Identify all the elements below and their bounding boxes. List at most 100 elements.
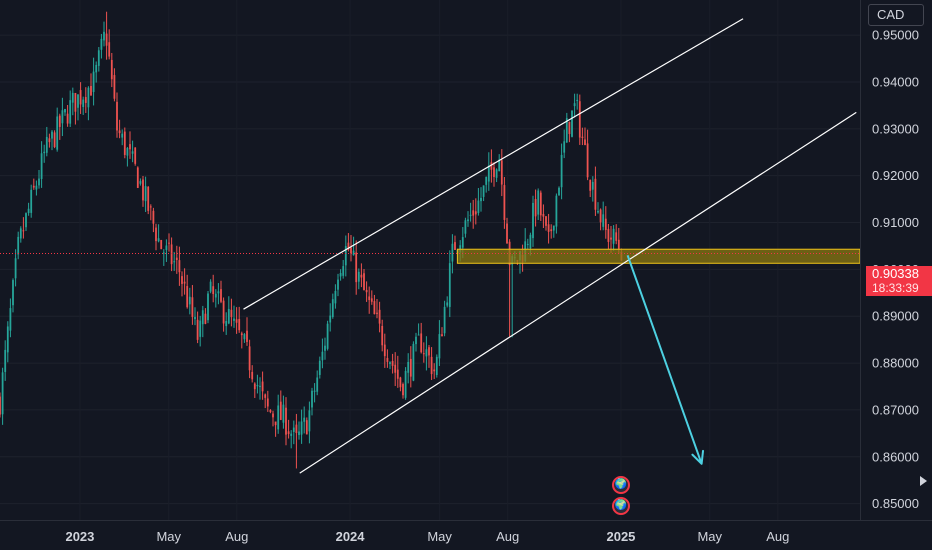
candle-body <box>48 138 51 143</box>
candle-body <box>227 308 230 324</box>
candle-body <box>292 427 295 432</box>
candle-body <box>108 42 111 57</box>
candle-body <box>220 289 222 302</box>
candle-body <box>129 144 131 150</box>
candle-body <box>303 417 306 422</box>
candle-body <box>495 169 498 178</box>
time-tick-label: May <box>156 529 181 544</box>
candle-body <box>87 87 90 108</box>
candle-body <box>240 333 243 336</box>
candle-body <box>399 377 402 388</box>
candle-body <box>56 116 59 150</box>
candle-body <box>0 396 1 415</box>
candle-body <box>529 234 532 249</box>
candle-body <box>147 186 150 211</box>
candle-body <box>350 247 352 254</box>
candle-body <box>214 293 217 298</box>
globe-icon[interactable]: 🌍 <box>611 475 630 494</box>
candle-body <box>160 239 163 250</box>
candle-body <box>139 181 142 184</box>
candle-body <box>422 353 425 355</box>
time-axis[interactable]: 2023 May Aug 2024 May Aug 2025 May Aug <box>0 520 932 545</box>
time-tick-label: Aug <box>225 529 248 544</box>
candle-body <box>287 431 290 435</box>
candle-body <box>316 377 319 392</box>
candle-body <box>594 178 597 210</box>
price-tick-label: 0.91000 <box>872 215 919 230</box>
arrow-right-icon[interactable] <box>920 476 927 486</box>
candle-body <box>357 271 360 282</box>
channel-upper-line <box>243 18 744 310</box>
candle-body <box>38 178 40 186</box>
candle-body <box>373 301 376 315</box>
candle-body <box>311 390 313 408</box>
candle-body <box>113 75 116 99</box>
candle-body <box>318 360 321 375</box>
last-price-value: 0.90338 <box>872 266 919 281</box>
candle-body <box>443 306 446 334</box>
candle-body <box>597 211 599 213</box>
drawings <box>0 18 861 474</box>
last-price-tag: 0.90338 18:33:39 <box>866 266 932 296</box>
time-tick-label: May <box>427 529 452 544</box>
candle-body <box>196 319 199 340</box>
candle-body <box>417 334 420 336</box>
channel-lower-line <box>299 111 857 474</box>
candle-body <box>584 139 586 146</box>
candle-body <box>446 302 449 306</box>
candle-body <box>282 404 285 423</box>
candle-body <box>103 31 105 41</box>
candle-body <box>412 343 415 381</box>
candle-body <box>66 113 69 124</box>
candle-body <box>149 206 152 208</box>
candle-body <box>225 320 228 327</box>
candle-body <box>222 300 225 324</box>
time-tick-label: 2023 <box>65 529 94 544</box>
candle-body <box>503 185 506 220</box>
candle-body <box>383 344 386 357</box>
candle-body <box>178 260 181 273</box>
candle-body <box>235 319 238 323</box>
candle-body <box>136 167 139 188</box>
candle-body <box>560 154 563 188</box>
candle-body <box>331 299 334 317</box>
candle-body <box>157 238 160 242</box>
candle-body <box>51 131 53 139</box>
candle-body <box>199 320 202 337</box>
candle-body <box>615 232 618 241</box>
candle-body <box>201 310 204 325</box>
candle-body <box>183 281 186 284</box>
candle-body <box>472 210 475 216</box>
candle-body <box>264 394 267 398</box>
candle-body <box>441 334 443 337</box>
candle-body <box>165 245 168 250</box>
candle-body <box>92 71 95 93</box>
candle-body <box>334 290 337 304</box>
candle-body <box>534 199 537 217</box>
candle-body <box>490 162 493 170</box>
candle-body <box>9 308 12 331</box>
globe-icon[interactable]: 🌍 <box>611 496 630 515</box>
candle-body <box>155 227 157 242</box>
candle-body <box>552 225 555 231</box>
candle-body <box>604 218 607 230</box>
currency-label[interactable]: CAD <box>868 4 924 26</box>
price-tick-label: 0.86000 <box>872 449 919 464</box>
candle-body <box>482 185 485 197</box>
candle-body <box>116 101 118 131</box>
candle-body <box>243 334 246 340</box>
candle-body <box>342 266 345 276</box>
candle-body <box>1 372 4 415</box>
candle-body <box>256 384 259 387</box>
candle-body <box>238 318 241 331</box>
candle-body <box>480 197 482 202</box>
candle-body <box>191 297 194 317</box>
candle-body <box>438 334 441 359</box>
candle-body <box>121 133 124 138</box>
candle-body <box>194 316 196 320</box>
candle-body <box>204 313 207 324</box>
candle-body <box>308 410 311 432</box>
candle-body <box>532 202 534 239</box>
candle-body <box>313 390 316 392</box>
